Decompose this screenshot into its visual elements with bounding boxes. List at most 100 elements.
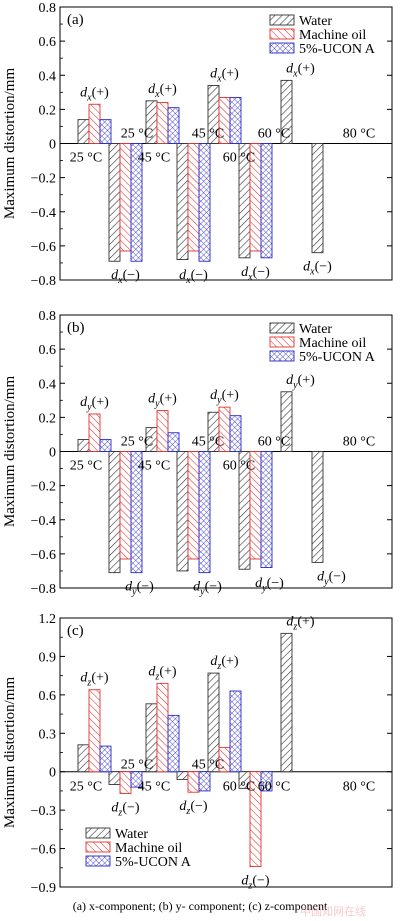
y-tick-label: 0.4 [39,377,57,392]
legend-label-water: Water [299,14,332,29]
category-label: 60 °C [258,127,290,142]
y-tick-label: −0.8 [31,582,56,597]
bar-machine-oil-negative [187,143,200,252]
positive-annotation: dz(+) [148,664,176,682]
legend-swatch-machine-oil [85,841,111,853]
category-label: 60 °C [258,780,290,795]
category-label: 45 °C [138,459,170,474]
legend-label-machine-oil: Machine oil [115,841,182,856]
category-label: 45 °C [138,780,170,795]
bar-machine-oil-negative [187,771,200,793]
positive-annotation: dz(+) [80,671,108,689]
positive-annotation: dy(+) [286,373,315,391]
category-label: 25 °C [70,151,102,166]
bar-water-positive [280,632,293,773]
bar-ucon-positive [167,432,180,452]
figure-caption: (a) x-component; (b) y- component; (c) z… [72,899,328,913]
category-label: 60 °C [223,780,255,795]
negative-annotation: dx(−) [179,268,208,286]
bar-ucon-positive [229,96,242,144]
positive-annotation: dy(+) [80,395,109,413]
legend-label-water: Water [299,322,332,337]
positive-annotation: dy(+) [210,388,239,406]
category-label: 60 °C [258,435,290,450]
bar-ucon-negative [198,771,211,792]
panel-label: (b) [67,320,85,336]
bar-ucon-negative [130,771,143,788]
bar-ucon-positive [167,714,180,773]
y-tick-label: 0.8 [39,1,57,16]
negative-annotation: dx(−) [303,260,332,278]
bar-machine-oil-positive [88,689,101,773]
bar-water-positive [77,119,90,144]
y-tick-label: −0.2 [31,480,56,495]
y-tick-label: 0.9 [39,650,57,665]
bar-ucon-positive [99,119,112,144]
legend-swatch-water [269,14,295,26]
bar-machine-oil-negative [187,451,200,560]
bar-machine-oil-negative [249,771,262,867]
y-tick-label: 0.8 [39,309,57,324]
y-tick-label: 0 [49,138,56,153]
category-label: 80 °C [343,127,375,142]
category-label: 80 °C [343,435,375,450]
legend-label-machine-oil: Machine oil [299,28,366,43]
y-tick-label: 0 [49,766,56,781]
y-tick-label: 0.2 [39,103,57,118]
y-tick-label: 0.6 [39,343,57,358]
bar-ucon-negative [260,771,273,792]
panel-label: (a) [67,12,84,28]
legend-swatch-ucon [269,42,295,54]
legend-label-ucon: 5%-UCON A [115,855,192,870]
y-tick-label: −0.4 [31,206,56,221]
bar-water-negative [311,143,324,254]
negative-annotation: dx(−) [241,265,270,283]
bar-machine-oil-positive [88,103,101,144]
category-label: 25 °C [70,780,102,795]
category-label: 45 °C [138,151,170,166]
bar-water-negative [176,771,189,780]
legend-swatch-ucon [85,855,111,867]
y-tick-label: −0.8 [31,274,56,289]
y-axis-label: Maximum distortion/mm [2,376,18,528]
negative-annotation: dy(−) [317,569,346,587]
bar-water-negative [108,771,121,785]
legend-swatch-water [85,827,111,839]
negative-annotation: dz(−) [179,799,207,817]
y-tick-label: −0.2 [31,172,56,187]
category-label: 25 °C [121,435,153,450]
y-tick-label: 0.6 [39,689,57,704]
y-tick-label: −0.3 [31,804,56,819]
bar-machine-oil-positive [88,413,101,452]
panel-c: −0.9 −0.6 −0.3 0 0.3 0.6 0.9 1.2 Maximum distort… [2,612,393,896]
category-label: 25 °C [70,459,102,474]
bar-water-negative [176,143,189,260]
y-tick-label: 0.6 [39,35,57,50]
legend-swatch-water [269,322,295,334]
bar-ucon-positive [229,690,242,773]
legend-label-machine-oil: Machine oil [299,336,366,351]
y-tick-label: 0 [49,446,56,461]
bar-ucon-positive [99,439,112,452]
negative-annotation: dz(−) [111,800,139,818]
category-label: 80 °C [343,780,375,795]
bar-water-positive [280,391,293,452]
negative-annotation: dy(−) [255,576,284,594]
legend-swatch-ucon [269,350,295,362]
positive-annotation: dx(+) [210,66,239,84]
bar-ucon-negative [130,143,143,262]
legend-swatch-machine-oil [269,28,295,40]
bar-water-negative [311,451,324,563]
category-label: 60 °C [223,151,255,166]
positive-annotation: dx(+) [80,85,109,103]
y-tick-label: 0.4 [39,69,57,84]
bar-water-positive [77,439,90,452]
negative-annotation: dx(−) [111,268,140,286]
bar-machine-oil-positive [156,410,169,452]
bar-ucon-negative [198,451,211,574]
y-tick-label: 0.2 [39,411,57,426]
bar-machine-oil-positive [156,102,169,144]
panel-b: −0.8 −0.6 −0.4 −0.2 0 0.2 0.4 0.6 0.8 Maximum dis… [2,309,393,598]
bar-water-positive [77,744,90,773]
